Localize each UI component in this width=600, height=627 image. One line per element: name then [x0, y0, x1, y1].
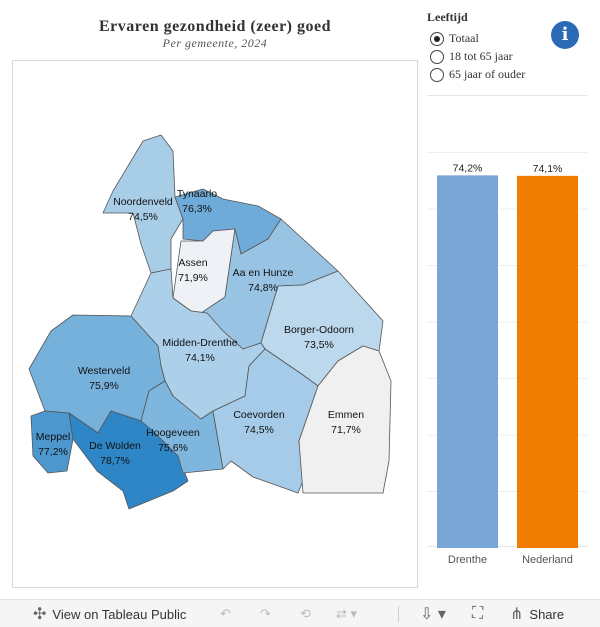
radio-65-plus[interactable]: 65 jaar of ouder: [430, 67, 525, 82]
label-borger-odoorn: Borger-Odoorn: [284, 324, 354, 336]
revert-icon: ⟲: [300, 606, 311, 621]
value-westerveld: 75,9%: [89, 380, 119, 392]
label-tynaarlo: Tynaarlo: [177, 188, 217, 200]
value-de-wolden: 78,7%: [100, 455, 130, 467]
label-meppel: Meppel: [36, 431, 70, 443]
download-icon: ⇩ ▾: [420, 606, 446, 623]
refresh-button[interactable]: ⇄ ▾: [336, 600, 357, 627]
toolbar-divider: [398, 606, 399, 622]
revert-button[interactable]: ⟲: [300, 600, 311, 627]
bar-drenthe[interactable]: [437, 175, 498, 548]
label-noordenveld: Noordenveld: [113, 196, 173, 208]
category-label-drenthe: Drenthe: [448, 554, 487, 566]
label-coevorden: Coevorden: [233, 409, 285, 421]
info-icon[interactable]: i: [551, 21, 579, 49]
bar-value-label-drenthe: 74,2%: [453, 162, 483, 174]
share-button[interactable]: ⋔ Share: [510, 600, 564, 627]
view-on-tableau-label: View on Tableau Public: [52, 606, 187, 622]
label-midden-drenthe: Midden-Drenthe: [162, 337, 237, 349]
label-emmen: Emmen: [328, 409, 364, 421]
label-aa-en-hunze: Aa en Hunze: [233, 267, 294, 279]
tableau-logo-icon: ✣: [33, 606, 47, 623]
radio-label-65-plus: 65 jaar of ouder: [449, 67, 526, 81]
value-tynaarlo: 76,3%: [182, 203, 212, 215]
label-hoogeveen: Hoogeveen: [146, 427, 200, 439]
bar-chart-svg: 74,2% Drenthe 74,1% Nederland: [427, 152, 588, 566]
category-label-nederland: Nederland: [522, 554, 573, 566]
radio-label-18-tot-65: 18 tot 65 jaar: [449, 49, 513, 63]
value-assen: 71,9%: [178, 272, 208, 284]
fullscreen-button[interactable]: ⛶: [472, 600, 483, 627]
share-icon: ⋔: [510, 606, 524, 623]
bar-chart: 74,2% Drenthe 74,1% Nederland: [427, 95, 588, 566]
value-borger-odoorn: 73,5%: [304, 339, 334, 351]
value-emmen: 71,7%: [331, 424, 361, 436]
refresh-icon: ⇄ ▾: [336, 606, 358, 621]
bar-value-label-nederland: 74,1%: [533, 163, 563, 175]
view-on-tableau-public-button[interactable]: ✣ View on Tableau Public: [33, 600, 186, 627]
chart-title: Ervaren gezondheid (zeer) goed: [99, 18, 331, 35]
radio-label-totaal: Totaal: [449, 31, 479, 45]
value-coevorden: 74,5%: [244, 424, 274, 436]
region-de-wolden[interactable]: [68, 410, 189, 510]
undo-icon: ↶: [220, 606, 231, 621]
download-button[interactable]: ⇩ ▾: [420, 600, 446, 627]
value-midden-drenthe: 74,1%: [185, 352, 215, 364]
label-westerveld: Westerveld: [78, 365, 130, 377]
label-de-wolden: De Wolden: [89, 440, 141, 452]
label-assen: Assen: [178, 257, 207, 269]
radio-button-65-plus[interactable]: [430, 67, 444, 82]
map-panel: Noordenveld 74,5% Tynaarlo 76,3% Assen 7…: [12, 60, 418, 588]
value-noordenveld: 74,5%: [128, 211, 158, 223]
chart-subtitle: Per gemeente, 2024: [162, 36, 268, 50]
redo-icon: ↷: [260, 606, 271, 621]
value-aa-en-hunze: 74,8%: [248, 282, 278, 294]
share-label: Share: [529, 606, 565, 622]
bar-nederland[interactable]: [517, 175, 578, 548]
undo-button[interactable]: ↶: [220, 600, 231, 627]
radio-button-18-tot-65[interactable]: [430, 49, 444, 64]
radio-totaal[interactable]: Totaal: [430, 31, 479, 46]
filter-title: Leeftijd: [427, 10, 468, 24]
radio-18-tot-65[interactable]: 18 tot 65 jaar: [430, 49, 513, 64]
region-emmen[interactable]: [298, 345, 392, 494]
redo-button[interactable]: ↷: [260, 600, 271, 627]
radio-button-totaal[interactable]: [430, 31, 444, 46]
fullscreen-icon: ⛶: [472, 605, 484, 622]
drenthe-map: Noordenveld 74,5% Tynaarlo 76,3% Assen 7…: [28, 134, 392, 510]
tableau-toolbar: ✣ View on Tableau Public ↶ ↷ ⟲ ⇄ ▾ ⇩ ▾ ⛶…: [0, 599, 600, 627]
value-meppel: 77,2%: [38, 446, 68, 458]
value-hoogeveen: 75,6%: [158, 442, 188, 454]
